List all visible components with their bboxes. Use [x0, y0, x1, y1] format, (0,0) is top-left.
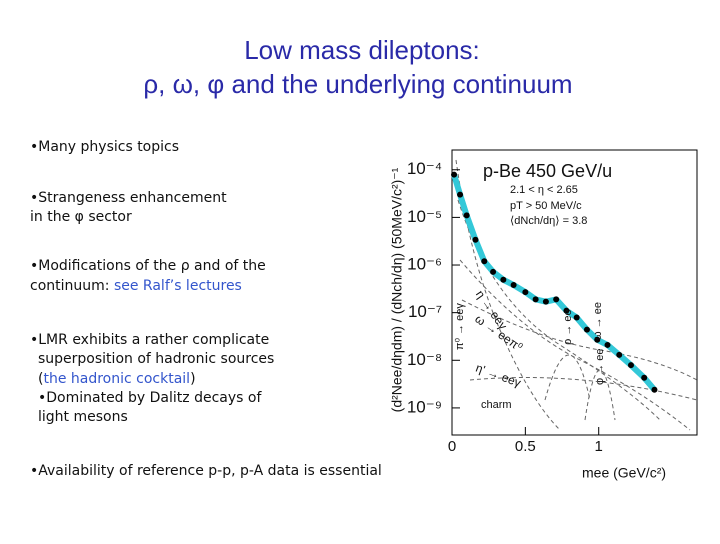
title: ρ, ω, φ and the underlying continuum [143, 69, 572, 99]
annotation: ⟨dNch/dη⟩ = 3.8 [510, 215, 587, 227]
annotation: ρ → ee [562, 309, 574, 345]
data-point [651, 386, 658, 393]
annotation: 2.1 < η < 2.65 [510, 184, 578, 196]
text-span: •Dominated by Dalitz decays of [38, 390, 262, 406]
bullet-line: •Many physics topics [30, 139, 179, 155]
text-span: •Modifications of the ρ and of the [30, 258, 266, 274]
data-point [522, 289, 529, 296]
data-point [563, 307, 570, 314]
annotation: φ → ee [594, 349, 606, 385]
data-point [451, 171, 458, 178]
data-point [463, 212, 470, 219]
link: see Ralf’s lectures [114, 278, 242, 294]
text-span: continuum: [30, 278, 114, 294]
data-point [616, 351, 623, 358]
annotation: charm [481, 399, 512, 411]
bullet-line: (the hadronic cocktail) [38, 371, 196, 387]
x-tick-label: 1 [595, 438, 603, 455]
bullet-line: •Strangeness enhancement [30, 190, 227, 206]
data-point [573, 314, 580, 321]
annotation: η' → eeγ [474, 361, 523, 390]
data-point [481, 258, 488, 265]
y-tick-label: 10⁻⁹ [407, 397, 442, 416]
text-span: light mesons [38, 409, 128, 425]
x-tick-label: 0 [448, 438, 456, 455]
text-span: ( [38, 371, 43, 387]
x-tick-label: 0.5 [515, 438, 536, 455]
data-point [490, 268, 497, 275]
text-span: ) [190, 371, 195, 387]
text-span: in the φ sector [30, 209, 132, 225]
text-span: superposition of hadronic sources [38, 351, 274, 367]
bullet-line: •LMR exhibits a rather complicate [30, 332, 269, 348]
bullet-line: continuum: see Ralf’s lectures [30, 278, 242, 294]
data-point [594, 336, 601, 343]
title: Low mass dileptons: [244, 35, 480, 65]
text-span: •Many physics topics [30, 139, 179, 155]
y-tick-label: 10⁻⁴ [407, 159, 442, 178]
data-point [553, 296, 560, 303]
data-point [542, 298, 549, 305]
data-point [641, 374, 648, 381]
x-axis-label: mee (GeV/c²) [582, 465, 666, 481]
data-point [627, 362, 634, 369]
bullet-line: •Dominated by Dalitz decays of [38, 390, 262, 406]
data-point [500, 276, 507, 283]
bullet-line: in the φ sector [30, 209, 132, 225]
text-span: •Strangeness enhancement [30, 190, 227, 206]
data-point [472, 236, 479, 243]
text-span: •LMR exhibits a rather complicate [30, 332, 269, 348]
annotation: p-Be 450 GeV/u [483, 161, 612, 181]
y-tick-label: 10⁻⁷ [408, 302, 442, 321]
plot-frame [451, 149, 698, 436]
annotation: pT > 50 MeV/c [510, 200, 582, 212]
data-point [510, 282, 517, 289]
data-point [532, 296, 539, 303]
annotation: ω → ee [592, 302, 604, 340]
data-point [457, 191, 464, 198]
text-span: •Availability of reference p-p, p-A data… [30, 463, 382, 479]
data-point [583, 326, 590, 333]
y-axis-label: (d²Nee/dηdm) / (dNch/dη) (50MeV/c²)⁻¹ [389, 167, 405, 412]
bullet-line: superposition of hadronic sources [38, 351, 274, 367]
y-tick-label: 10⁻⁸ [407, 350, 442, 369]
link: the hadronic cocktail [43, 371, 190, 387]
annotation: π⁰ → eeγ [454, 303, 466, 350]
bullet-line: •Availability of reference p-p, p-A data… [30, 463, 382, 479]
bullet-line: •Modifications of the ρ and of the [30, 258, 266, 274]
data-point [604, 341, 611, 348]
y-tick-label: 10⁻⁶ [407, 255, 442, 274]
bullet-line: light mesons [38, 409, 128, 425]
y-tick-label: 10⁻⁵ [407, 207, 442, 226]
